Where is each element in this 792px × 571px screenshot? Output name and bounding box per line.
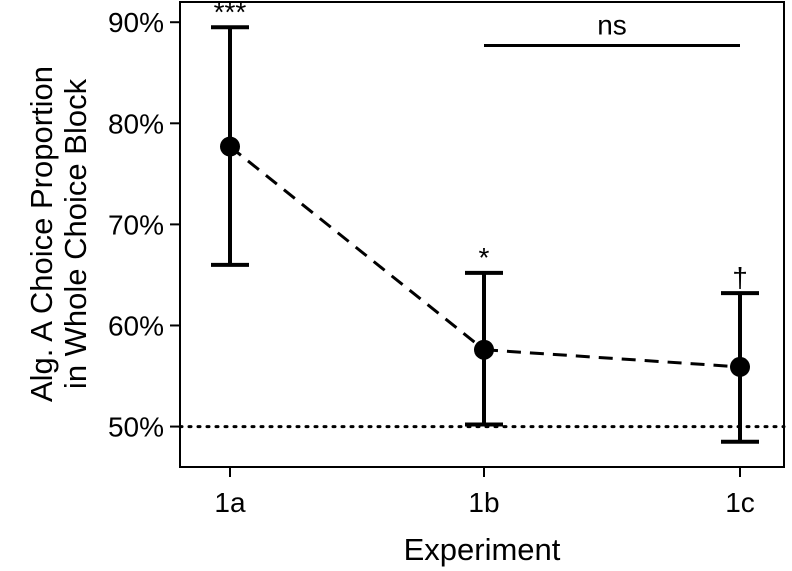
y-tick-label: 70% [108, 209, 164, 240]
x-axis: 1a 1b 1c [214, 467, 755, 518]
y-tick-label: 60% [108, 310, 164, 341]
x-tick-label: 1b [468, 487, 499, 518]
data-point [474, 339, 494, 360]
y-axis: 50% 60% 70% 80% 90% [108, 7, 180, 443]
comparison-label: ns [597, 9, 627, 40]
significance-label: *** [214, 0, 247, 27]
y-axis-title-line-1: Alg. A Choice Proportion [24, 66, 59, 402]
y-tick-label: 90% [108, 7, 164, 38]
point-layer [220, 136, 750, 377]
significance-label: † [732, 262, 748, 293]
y-axis-title-line-2: in Whole Choice Block [58, 78, 93, 389]
x-tick-label: 1c [725, 487, 755, 518]
significance-label: * [479, 242, 490, 273]
connector-line [229, 145, 485, 351]
y-tick-label: 80% [108, 108, 164, 139]
connector-layer [229, 145, 741, 369]
x-axis-title: Experiment [404, 532, 561, 567]
data-point [220, 136, 240, 157]
errorbar-layer [211, 25, 759, 444]
y-tick-label: 50% [108, 412, 164, 443]
data-point [730, 356, 750, 377]
y-axis-title: Alg. A Choice Proportion in Whole Choice… [24, 66, 93, 402]
comparison-bracket-group: ns [484, 9, 740, 47]
significance-layer: ****† [214, 0, 748, 293]
x-tick-label: 1a [214, 487, 246, 518]
plot-frame [179, 1, 785, 468]
connector-line [483, 348, 741, 369]
